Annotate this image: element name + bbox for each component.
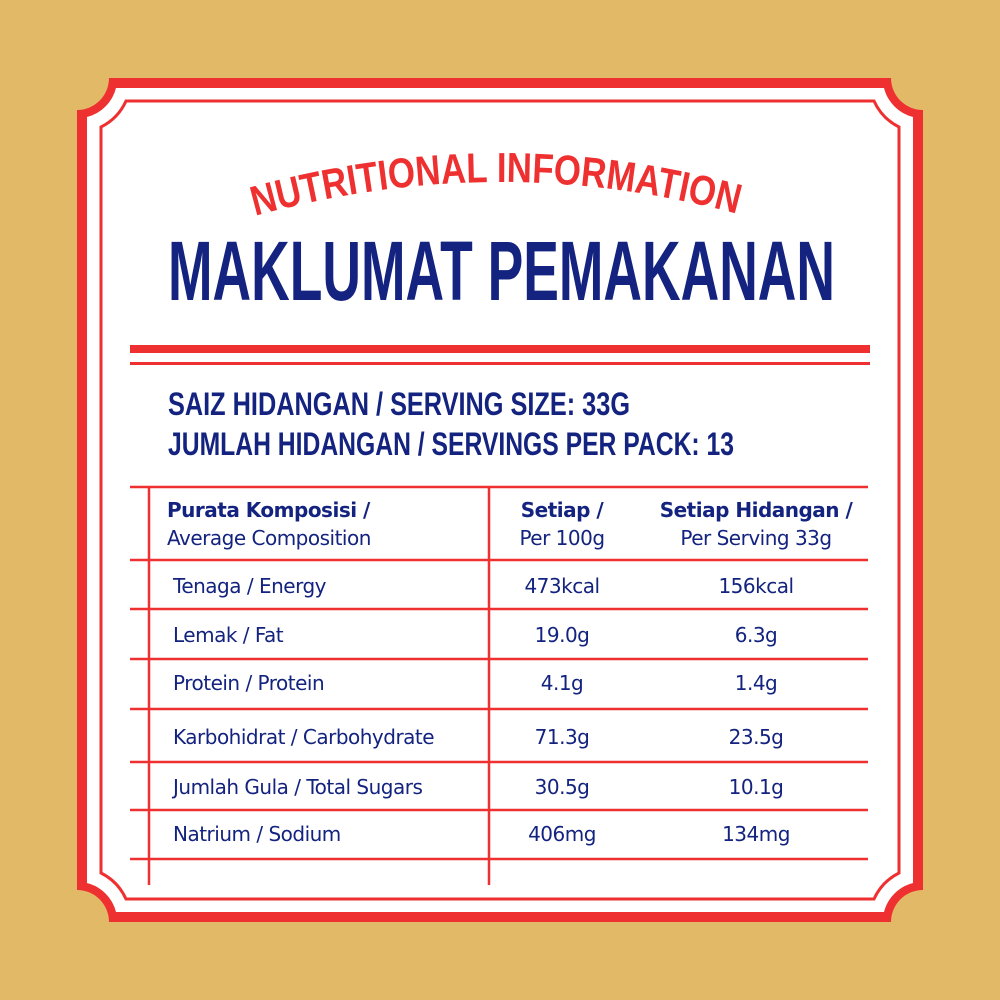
per-serving-value: 23.5g [728, 725, 784, 749]
nutrient-label: Jumlah Gula / Total Sugars [173, 775, 423, 799]
table-grid [130, 485, 868, 885]
per100-value: 71.3g [534, 725, 590, 749]
nutrient-label: Lemak / Fat [173, 623, 284, 647]
per-serving-value: 156kcal [718, 574, 794, 598]
per100-value: 406mg [528, 822, 596, 846]
per-serving-value: 6.3g [734, 623, 778, 647]
page-title: MAKLUMAT PEMAKANAN [168, 224, 835, 318]
per100-value: 4.1g [540, 671, 584, 695]
header-perserving-en: Per Serving 33g [680, 526, 832, 550]
nutrient-label: Karbohidrat / Carbohydrate [173, 725, 435, 749]
header-per100-ms: Setiap / [520, 498, 604, 522]
header-per100-en: Per 100g [519, 526, 605, 550]
thick-divider [130, 345, 870, 353]
per100-value: 473kcal [524, 574, 600, 598]
header-composition-en: Average Composition [167, 526, 371, 550]
nutrient-label: Protein / Protein [173, 671, 325, 695]
white-panel [87, 88, 913, 912]
thin-divider [130, 362, 870, 365]
per100-value: 19.0g [534, 623, 590, 647]
nutrient-label: Tenaga / Energy [173, 574, 326, 598]
nutrient-label: Natrium / Sodium [173, 822, 341, 846]
servings-per-pack: JUMLAH HIDANGAN / SERVINGS PER PACK: 13 [168, 426, 734, 462]
per-serving-value: 1.4g [734, 671, 778, 695]
serving-size: SAIZ HIDANGAN / SERVING SIZE: 33G [168, 386, 630, 422]
inner-red-line [99, 99, 901, 901]
header-perserving-ms: Setiap Hidangan / [659, 498, 853, 522]
per-serving-value: 10.1g [728, 775, 784, 799]
per-serving-value: 134mg [722, 822, 790, 846]
header-composition-ms: Purata Komposisi / [167, 498, 370, 522]
per100-value: 30.5g [534, 775, 590, 799]
